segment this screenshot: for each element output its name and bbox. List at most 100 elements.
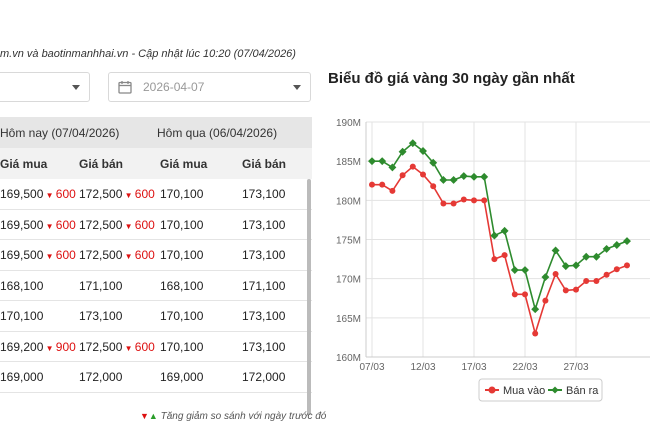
data-point xyxy=(430,183,437,190)
change-value: 600 xyxy=(134,187,155,201)
price-change: ▼ 600 xyxy=(122,187,155,201)
cell-sell-today: 172,000 xyxy=(79,370,122,384)
data-point xyxy=(593,278,600,285)
cell-buy-yesterday: 170,100 xyxy=(160,218,203,232)
data-point xyxy=(521,266,529,275)
price-value: 168,100 xyxy=(0,278,44,293)
data-point xyxy=(551,246,560,255)
cell-buy-today: 168,100 xyxy=(0,279,43,293)
price-change: ▼ 600 xyxy=(122,217,155,232)
cell-buy-yesterday: 170,100 xyxy=(160,187,203,201)
data-point xyxy=(368,157,376,166)
data-point xyxy=(490,231,499,240)
data-point xyxy=(419,147,427,155)
y-tick-label: 165M xyxy=(336,314,361,325)
table-scrollbar[interactable] xyxy=(307,179,311,415)
data-point xyxy=(450,200,457,207)
x-tick-label: 17/03 xyxy=(461,362,486,373)
change-value: 900 xyxy=(55,339,76,354)
change-value: 600 xyxy=(55,217,76,232)
cell-sell-yesterday: 173,100 xyxy=(242,218,285,232)
price-value: 173,100 xyxy=(242,309,286,323)
date-value: 2026-04-07 xyxy=(143,80,205,94)
col-buy-today: Giá mua xyxy=(0,157,48,171)
cell-buy-today: 169,000 xyxy=(0,370,43,384)
data-point xyxy=(572,261,580,270)
chart-title: Biểu đồ giá vàng 30 ngày gần nhất xyxy=(328,70,575,87)
price-table: Hôm nay (07/04/2026) Hôm qua (06/04/2026… xyxy=(0,117,312,393)
price-value: 169,500 xyxy=(0,248,44,262)
cell-sell-today: 172,500 ▼ 600 xyxy=(79,218,155,232)
y-tick-label: 185M xyxy=(336,157,361,168)
data-point xyxy=(612,241,621,249)
cell-buy-today: 169,500 ▼ 600 xyxy=(0,187,76,201)
price-value: 170,100 xyxy=(160,248,204,262)
price-change: ▼ 600 xyxy=(122,248,155,262)
table-row: 169,200 ▼ 900 172,500 ▼ 600 170,100 173,100 xyxy=(0,332,312,362)
price-value: 169,000 xyxy=(160,370,204,384)
change-value: 600 xyxy=(55,248,76,262)
x-tick-label: 27/03 xyxy=(563,362,588,373)
price-change: ▼ 600 xyxy=(122,339,155,354)
price-value: 172,500 xyxy=(79,339,123,354)
data-point xyxy=(399,172,406,179)
price-value: 172,000 xyxy=(79,370,123,384)
header-today: Hôm nay (07/04/2026) xyxy=(0,126,120,140)
data-point xyxy=(501,252,508,259)
data-point xyxy=(573,286,579,293)
table-row: 169,500 ▼ 600 172,500 ▼ 600 170,100 173,100 xyxy=(0,240,312,271)
price-value: 170,100 xyxy=(160,187,204,201)
data-point xyxy=(583,278,590,285)
col-sell-yesterday: Giá bán xyxy=(242,157,287,171)
data-point xyxy=(531,305,540,314)
y-tick-label: 160M xyxy=(336,353,361,364)
date-picker[interactable]: 2026-04-07 xyxy=(108,72,311,102)
price-value: 170,100 xyxy=(160,309,204,323)
down-triangle-icon: ▼ xyxy=(43,343,56,353)
price-value: 168,100 xyxy=(160,278,204,293)
data-point xyxy=(562,287,569,294)
source-select[interactable] xyxy=(0,72,90,102)
data-point xyxy=(389,187,396,194)
cell-buy-today: 169,200 ▼ 900 xyxy=(0,340,76,354)
chevron-down-icon xyxy=(293,85,301,90)
down-triangle-icon: ▼ xyxy=(43,252,56,261)
legend-note: ▼▲ Tăng giảm so sánh với ngày trước đó xyxy=(140,411,326,422)
data-point xyxy=(541,273,550,282)
down-triangle-icon: ▼ xyxy=(43,221,56,231)
price-value: 173,100 xyxy=(242,339,286,354)
legend-box xyxy=(478,378,603,402)
table-row: 169,500 ▼ 600 172,500 ▼ 600 170,100 173,100 xyxy=(0,179,312,210)
cell-sell-yesterday: 172,000 xyxy=(242,370,285,384)
data-point xyxy=(510,266,519,275)
data-point xyxy=(408,139,417,148)
table-row: 169,000 172,000 169,000 172,000 xyxy=(0,362,312,393)
down-triangle-icon: ▼ xyxy=(122,252,135,261)
cell-buy-yesterday: 170,100 xyxy=(160,309,203,323)
price-change: ▼ 600 xyxy=(43,187,76,201)
price-value: 170,100 xyxy=(0,309,44,323)
price-value: 169,000 xyxy=(0,370,44,384)
table-row: 168,100 171,100 168,100 171,100 xyxy=(0,271,312,301)
legend-marker-ban-ra xyxy=(551,386,559,394)
data-point xyxy=(471,197,477,204)
y-tick-label: 175M xyxy=(336,236,361,247)
y-tick-label: 170M xyxy=(336,275,361,286)
price-value: 173,100 xyxy=(242,187,286,201)
price-value: 173,100 xyxy=(242,217,286,232)
change-value: 600 xyxy=(134,248,155,262)
change-value: 600 xyxy=(134,217,155,232)
data-point xyxy=(480,172,489,181)
data-point xyxy=(379,181,386,188)
cell-buy-today: 169,500 ▼ 600 xyxy=(0,248,76,262)
down-triangle-icon: ▼ xyxy=(122,191,135,200)
data-point xyxy=(561,262,570,271)
price-value: 172,000 xyxy=(242,370,286,384)
data-point xyxy=(429,158,438,167)
data-point xyxy=(491,256,498,263)
price-value: 169,500 xyxy=(0,187,44,201)
source-update-text: m.vn và baotinmanhhai.vn - Cập nhật lúc … xyxy=(0,48,296,60)
data-point xyxy=(613,266,620,273)
chevron-down-icon xyxy=(72,85,80,90)
change-value: 600 xyxy=(134,339,155,354)
